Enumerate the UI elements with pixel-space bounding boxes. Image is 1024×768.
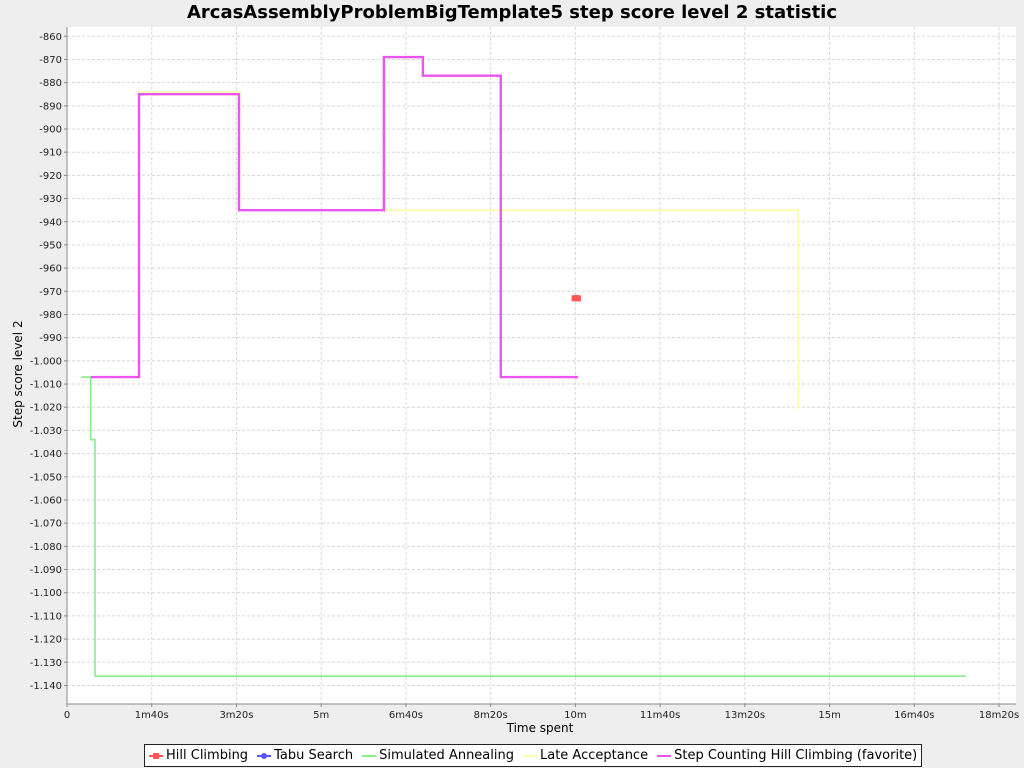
legend-label: Late Acceptance — [539, 748, 649, 763]
x-tick-label: 1m40s — [135, 710, 169, 721]
plot-area — [67, 27, 1016, 704]
y-tick-label: -860 — [39, 32, 62, 43]
legend-label: Step Counting Hill Climbing (favorite) — [674, 748, 918, 763]
x-tick-label: 5m — [313, 710, 329, 721]
legend-item-step-counting-hill-climbing-favorite: Step Counting Hill Climbing (favorite) — [657, 748, 917, 763]
y-tick-label: -1.000 — [30, 356, 62, 367]
hill-climbing-point — [574, 295, 581, 302]
legend-swatch-icon — [362, 751, 377, 761]
x-tick-label: 6m40s — [389, 710, 423, 721]
legend-label: Simulated Annealing — [379, 748, 514, 763]
y-tick-label: -1.060 — [30, 495, 62, 506]
y-tick-label: -1.120 — [30, 635, 62, 646]
y-tick-label: -890 — [39, 101, 62, 112]
legend: Hill Climbing Tabu Search Simulated Anneal… — [144, 744, 923, 767]
y-tick-label: -1.010 — [30, 380, 62, 391]
y-tick-label: -960 — [39, 264, 62, 275]
y-tick-label: -1.090 — [30, 565, 62, 576]
x-tick-label: 13m20s — [725, 710, 765, 721]
x-tick-label: 10m — [564, 710, 586, 721]
y-tick-label: -970 — [39, 287, 62, 298]
y-axis: -860 -870 -880 -890 -900 -910 -920 -930 -940 -950… — [30, 32, 67, 692]
legend-label: Tabu Search — [274, 748, 354, 763]
x-tick-label: 18m20s — [979, 710, 1019, 721]
y-tick-label: -1.110 — [30, 611, 62, 622]
legend-swatch-icon — [522, 751, 537, 761]
y-tick-label: -940 — [39, 217, 62, 228]
y-tick-label: -910 — [39, 148, 62, 159]
y-tick-label: -1.140 — [30, 681, 62, 692]
legend-swatch-icon — [257, 751, 272, 761]
y-tick-label: -880 — [39, 78, 62, 89]
y-tick-label: -920 — [39, 171, 62, 182]
step-counting-hill-climbing-favorite-line — [90, 55, 578, 379]
y-tick-label: -1.040 — [30, 449, 62, 460]
y-tick-label: -1.100 — [30, 588, 62, 599]
x-axis: 0 1m40s 3m20s 5m 6m40s 8m20s 10m 11m40s 13m20s 15… — [64, 704, 1019, 721]
y-tick-label: -930 — [39, 194, 62, 205]
legend-item-simulated-annealing: Simulated Annealing — [362, 748, 514, 763]
y-tick-label: -950 — [39, 240, 62, 251]
y-tick-label: -1.020 — [30, 403, 62, 414]
chart-title: ArcasAssemblyProblemBigTemplate5 step sc… — [187, 2, 837, 23]
legend-item-late-acceptance: Late Acceptance — [522, 748, 649, 763]
legend-swatch-icon — [149, 751, 163, 761]
y-tick-label: -1.080 — [30, 542, 62, 553]
legend-label: Hill Climbing — [166, 748, 249, 763]
x-tick-label: 16m40s — [894, 710, 934, 721]
x-tick-label: 15m — [818, 710, 840, 721]
x-axis-label: Time spent — [506, 721, 574, 735]
y-tick-label: -900 — [39, 125, 62, 136]
simulated-annealing-line — [81, 376, 966, 678]
y-tick-label: -870 — [39, 55, 62, 66]
y-tick-label: -1.070 — [30, 519, 62, 530]
y-axis-label: Step score level 2 — [11, 320, 25, 427]
y-tick-label: -1.050 — [30, 472, 62, 483]
legend-item-tabu-search: Tabu Search — [257, 748, 353, 763]
y-tick-label: -1.030 — [30, 426, 62, 437]
series-layer — [81, 55, 966, 678]
x-tick-label: 11m40s — [640, 710, 680, 721]
x-tick-label: 3m20s — [219, 710, 253, 721]
legend-item-hill-climbing: Hill Climbing — [149, 748, 248, 763]
legend-swatch-icon — [657, 751, 672, 761]
x-tick-label: 8m20s — [474, 710, 508, 721]
y-tick-label: -990 — [39, 333, 62, 344]
y-tick-label: -1.130 — [30, 658, 62, 669]
x-tick-label: 0 — [64, 710, 70, 721]
y-tick-label: -980 — [39, 310, 62, 321]
